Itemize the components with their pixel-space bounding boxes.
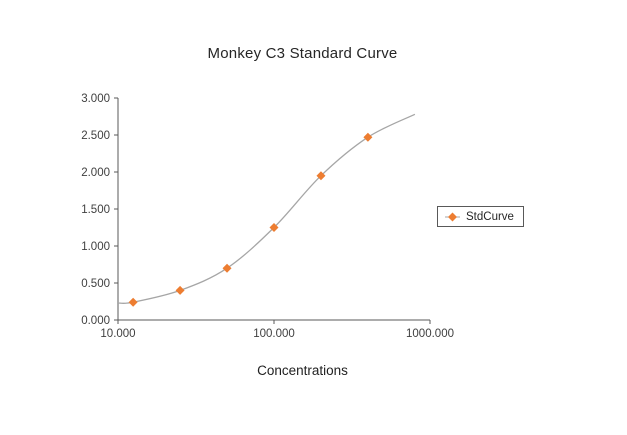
y-tick-label: 1.000 bbox=[81, 241, 110, 253]
x-tick-label: 100.000 bbox=[253, 328, 295, 340]
chart-title: Monkey C3 Standard Curve bbox=[207, 45, 398, 62]
data-point-marker bbox=[269, 223, 279, 232]
y-tick-label: 2.000 bbox=[81, 167, 110, 179]
y-tick-label: 1.500 bbox=[81, 204, 110, 216]
x-tick-label: 10.000 bbox=[100, 328, 135, 340]
legend: StdCurve bbox=[437, 206, 524, 227]
data-point-marker bbox=[222, 263, 232, 273]
x-axis-title: Concentrations bbox=[257, 363, 348, 378]
x-tick-label: 1000.000 bbox=[406, 328, 454, 340]
y-tick-label: 2.500 bbox=[81, 130, 110, 142]
y-tick-label: 0.500 bbox=[81, 278, 110, 290]
y-tick-label: 3.000 bbox=[81, 93, 110, 105]
y-tick-label: 0.000 bbox=[81, 315, 110, 327]
data-point-marker bbox=[363, 132, 373, 142]
legend-stdcurve-marker-icon bbox=[445, 212, 460, 221]
data-point-marker bbox=[128, 297, 138, 307]
data-point-marker bbox=[316, 171, 326, 181]
std-curve-line bbox=[117, 113, 416, 304]
data-point-marker bbox=[175, 285, 185, 295]
legend-label: StdCurve bbox=[466, 210, 514, 223]
